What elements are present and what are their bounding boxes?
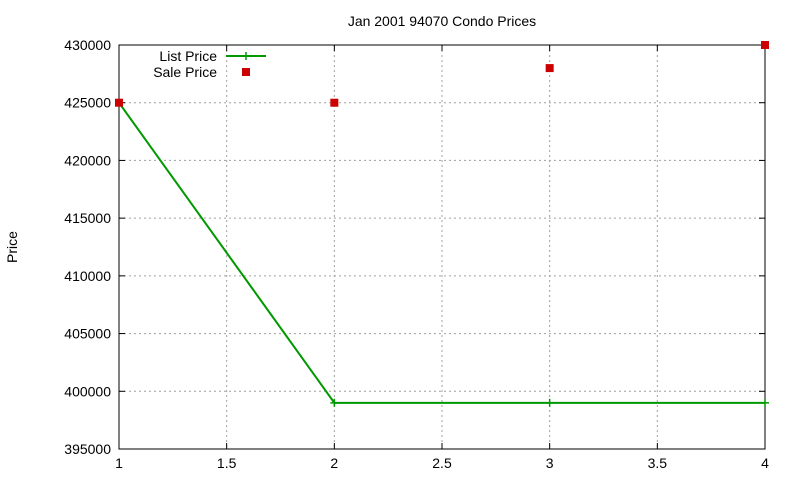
x-tick-label: 4: [761, 455, 769, 471]
tick-layer: 1 1.5 2 2.5 3 3.5 4 395000 400000 405000 410000 415…: [64, 37, 769, 471]
series-layer: [115, 41, 769, 407]
legend-marker-list-price: [242, 52, 250, 60]
y-tick-label: 420000: [64, 152, 111, 168]
list-price-line: [118, 102, 765, 404]
y-tick-label: 415000: [64, 210, 111, 226]
list-price-point: [545, 398, 554, 407]
chart-title: Jan 2001 94070 Condo Prices: [348, 13, 536, 29]
legend-label-sale-price: Sale Price: [153, 64, 217, 80]
sale-price-point: [761, 41, 769, 49]
legend-label-list-price: List Price: [159, 48, 217, 64]
sale-price-point: [115, 98, 123, 107]
x-tick-label: 3: [546, 455, 554, 471]
x-tick-label: 3.5: [648, 455, 668, 471]
y-tick-label: 425000: [64, 95, 111, 111]
sale-price-point: [330, 98, 339, 107]
y-tick-label: 410000: [64, 268, 111, 284]
grid-layer: [119, 45, 765, 449]
y-tick-label: 400000: [64, 383, 111, 399]
y-axis-label: Price: [4, 231, 20, 263]
x-tick-label: 2.5: [432, 455, 452, 471]
y-tick-label: 395000: [64, 441, 111, 457]
y-tick-label: 430000: [64, 37, 111, 53]
list-price-point: [330, 398, 339, 407]
list-price-point: [761, 398, 769, 407]
legend-swatch-sale-price: [242, 68, 250, 76]
x-tick-label: 1: [115, 455, 123, 471]
x-tick-label: 1.5: [217, 455, 237, 471]
y-tick-label: 405000: [64, 326, 111, 342]
x-tick-label: 2: [330, 455, 338, 471]
sale-price-point: [545, 64, 554, 73]
